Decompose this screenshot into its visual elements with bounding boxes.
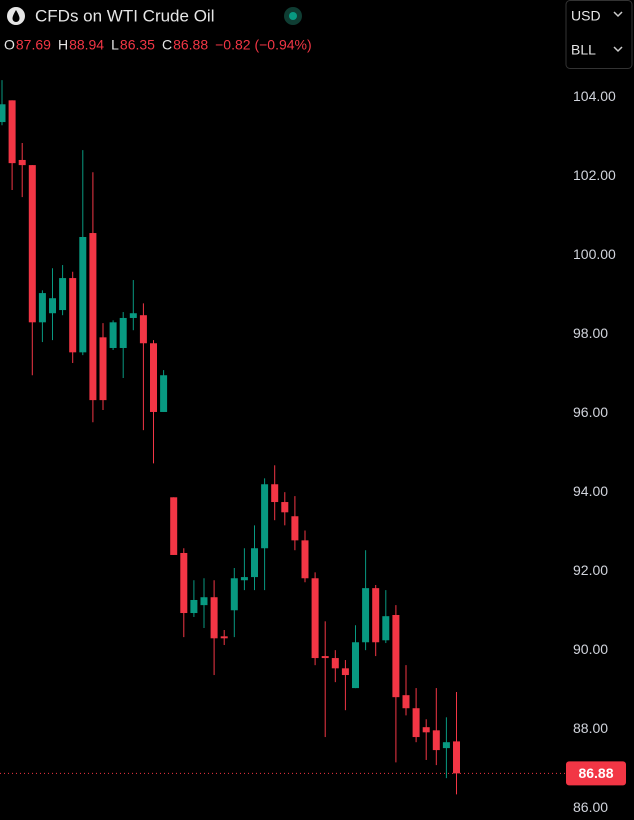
candle-body [331,658,339,669]
candle-body [38,293,46,323]
candle-body [372,588,380,643]
candle-body [200,597,208,606]
y-tick-label: 88.00 [573,720,608,736]
last-price-label: 86.88 [578,765,613,781]
ohlc-legend: O 87.69 H 88.94 L 86.35 C 86.88 −0.82 (−0.94%) [4,37,312,53]
candle-body [220,636,228,639]
unit-box [565,0,633,69]
currency[interactable]: USD [571,8,601,24]
candle-body [210,597,218,639]
y-tick-label: 94.00 [573,483,608,499]
ohlc-value: 88.94 [69,37,104,53]
candle-body [341,668,349,676]
y-tick-label: 100.00 [573,246,616,262]
candle-body [442,742,450,749]
candle-body [321,656,329,659]
candle-body [59,278,67,311]
candle-body [271,484,279,503]
candle-body [190,599,198,614]
candle-body [180,552,188,614]
ohlc-value: 86.88 [173,37,208,53]
candle-body [453,741,460,774]
candle-body [291,516,299,541]
change: −0.82 (−0.94%) [215,37,312,53]
candle-body [382,616,390,641]
candle-body [402,695,410,709]
last-price-box [566,761,626,786]
candle-body [230,578,238,611]
ohlc-key: H [58,37,68,53]
candle-body [392,615,400,698]
candle-body [89,233,97,401]
y-tick-label: 98.00 [573,325,608,341]
dropdown-arrows [613,11,623,53]
ohlc-value: 87.69 [16,37,51,53]
chart-title: CFDs on WTI Crude Oil [35,6,214,25]
candle-body [28,165,36,323]
candle-body [240,577,248,581]
candle-body [160,375,168,412]
candle-body [261,484,269,549]
candle-body [129,313,137,318]
candle-body [139,315,147,344]
unit[interactable]: BLL [571,42,596,58]
candle-body [49,298,56,314]
status-dot [289,12,297,20]
candle-body [0,104,6,123]
ohlc-key: L [111,37,119,53]
candle-body [99,337,107,401]
candle-body [8,100,16,164]
candle-body [422,727,430,733]
candle-body [311,578,319,659]
candle-body [119,317,127,348]
candle-body [352,642,359,689]
candle-body [362,588,370,643]
candle-body [79,236,87,353]
y-tick-label: 86.00 [573,799,608,815]
candle-body [69,278,77,353]
candle-body [18,159,26,166]
y-tick-label: 104.00 [573,88,616,104]
ohlc-value: 86.35 [120,37,155,53]
candle-body [251,548,258,578]
y-tick-label: 90.00 [573,641,608,657]
ohlc-key: O [4,37,15,53]
y-tick-label: 92.00 [573,562,608,578]
candle-body [301,540,309,579]
candle-body [170,497,178,555]
candle-body [412,708,420,738]
candle-body [150,343,157,412]
y-tick-label: 96.00 [573,404,608,420]
candle-body [432,730,440,751]
candle-body [109,322,117,348]
ohlc-key: C [162,37,172,53]
candle-body [281,502,289,513]
y-tick-label: 102.00 [573,167,616,183]
oil-drop [12,10,20,23]
